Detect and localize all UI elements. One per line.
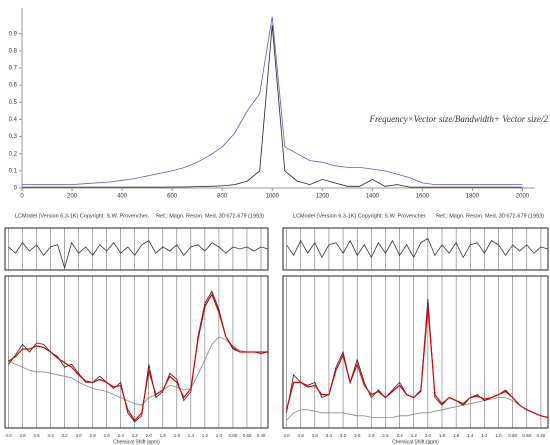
- y-tick-label: 0.5: [9, 100, 18, 106]
- y-tick-label: 0.6: [9, 83, 18, 89]
- x-tick-label: 0.40: [257, 433, 266, 438]
- x-axis-label: Chemical Shift (ppm): [113, 439, 160, 445]
- y-tick-label: 0.1: [9, 168, 18, 174]
- x-tick-label: 3.6: [33, 433, 40, 438]
- x-tick-label: 2.8: [368, 433, 375, 438]
- x-tick-label: 0.80: [508, 433, 517, 438]
- x-tick-label: 2.6: [104, 433, 111, 438]
- x-tick-label: 3.0: [354, 433, 361, 438]
- x-tick-label: 2.2: [411, 433, 418, 438]
- x-tick-label: 400: [117, 194, 128, 200]
- plot-frame: [4, 275, 269, 429]
- panel-title: LCModel (Version 6.3-1K) Copyright: S.W.…: [293, 213, 427, 219]
- series-line: [286, 397, 549, 421]
- y-tick-label: 0.9: [9, 31, 18, 37]
- x-tick-label: 0.40: [537, 433, 546, 438]
- plot-frame: [282, 275, 549, 429]
- x-tick-label: 1400: [366, 194, 380, 200]
- x-tick-label: 3.8: [298, 433, 305, 438]
- x-tick-label: 2.8: [90, 433, 97, 438]
- series-line: [8, 292, 268, 422]
- x-tick-label: 1.4: [188, 433, 195, 438]
- x-tick-label: 4.0: [283, 433, 290, 438]
- x-tick-label: 3.4: [326, 433, 333, 438]
- series-line: [8, 290, 269, 423]
- x-tick-label: 3.0: [76, 433, 83, 438]
- x-tick-label: 3.8: [19, 433, 26, 438]
- x-tick-label: 1.6: [174, 433, 181, 438]
- x-tick-label: 1.0: [495, 433, 502, 438]
- x-tick-label: 2.4: [396, 433, 403, 438]
- x-tick-label: 0.60: [522, 433, 531, 438]
- x-tick-label: 1200: [316, 194, 330, 200]
- x-tick-label: 2.2: [132, 433, 139, 438]
- x-tick-label: 0.80: [229, 433, 238, 438]
- x-tick-label: 1.2: [202, 433, 209, 438]
- y-tick-label: 0.3: [9, 134, 18, 140]
- residual-line: [286, 237, 549, 259]
- residual-line: [8, 240, 269, 270]
- x-tick-label: 1.6: [453, 433, 460, 438]
- panel-title: LCModel (Version 6.3-1K) Copyright: S.W.…: [15, 213, 149, 219]
- x-tick-label: 0.60: [243, 433, 252, 438]
- panel-reference: Ref.: Magn. Reson. Med. 30:672-679 (1993…: [156, 213, 264, 219]
- series-line: [22, 25, 523, 188]
- x-tick-label: 3.4: [47, 433, 54, 438]
- series-line: [285, 306, 549, 418]
- x-tick-label: 1.8: [439, 433, 446, 438]
- x-tick-label: 4.0: [5, 433, 12, 438]
- x-tick-label: 1.8: [160, 433, 167, 438]
- x-tick-label: 1.4: [467, 433, 474, 438]
- x-tick-label: 2.0: [146, 433, 153, 438]
- x-tick-label: 2.0: [425, 433, 432, 438]
- x-tick-label: 2.6: [382, 433, 389, 438]
- y-tick-label: 0.7: [9, 66, 18, 72]
- x-tick-label: 1000: [266, 194, 280, 200]
- strip-frame: [282, 227, 549, 271]
- x-tick-label: 1800: [466, 194, 480, 200]
- x-tick-label: 1.2: [481, 433, 488, 438]
- y-tick-label: 0.2: [9, 151, 18, 157]
- x-tick-label: 800: [217, 194, 228, 200]
- x-tick-label: 0: [20, 194, 24, 200]
- y-tick-label: 0.8: [9, 48, 18, 54]
- x-tick-label: 200: [67, 194, 78, 200]
- y-tick-label: 0: [14, 186, 18, 192]
- x-tick-label: 3.2: [340, 433, 347, 438]
- y-tick-label: 0.4: [9, 117, 18, 123]
- strip-frame: [4, 227, 269, 271]
- series-line: [8, 336, 268, 406]
- panel-reference: Ref.: Magn. Reson. Med. 30:672-679 (1993…: [436, 213, 544, 219]
- x-tick-label: 2.4: [118, 433, 125, 438]
- x-axis-label: Chemical Shift (ppm): [392, 439, 439, 445]
- x-tick-label: 2000: [516, 194, 530, 200]
- x-tick-label: 600: [167, 194, 178, 200]
- x-tick-label: 1.0: [216, 433, 223, 438]
- series-line: [22, 16, 523, 185]
- x-tick-label: 3.6: [312, 433, 319, 438]
- x-tick-label: 1600: [416, 194, 430, 200]
- x-axis-label: Frequency×Vector size/Bandwidth+ Vector …: [368, 114, 548, 124]
- x-tick-label: 3.2: [61, 433, 68, 438]
- series-line: [286, 298, 549, 418]
